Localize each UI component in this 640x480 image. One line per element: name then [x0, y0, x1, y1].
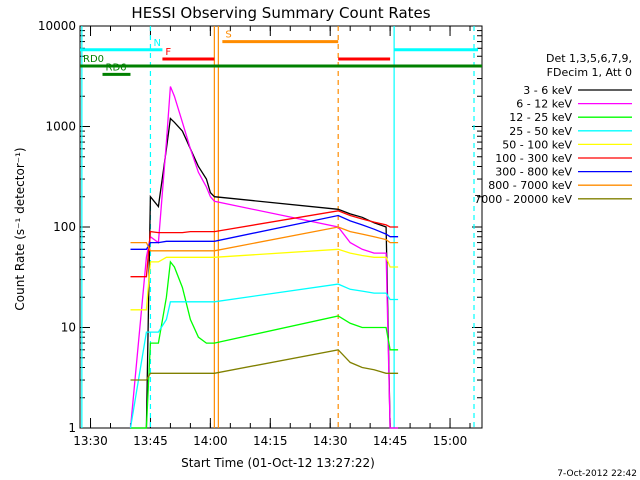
x-tick-label: 14:00: [193, 434, 228, 448]
series-line: [129, 86, 399, 429]
flag-bar-label: N: [153, 38, 160, 49]
legend-label: 12 - 25 keV: [509, 111, 572, 124]
legend-label: 300 - 800 keV: [495, 166, 572, 179]
legend-label: 25 - 50 keV: [509, 125, 572, 138]
x-axis-label: Start Time (01-Oct-12 13:27:22): [181, 456, 375, 470]
y-axis-label: Count Rate (s⁻¹ detector⁻¹): [13, 147, 27, 310]
x-tick-label: 13:30: [73, 434, 108, 448]
x-tick-label: 14:15: [253, 434, 288, 448]
legend-label: 50 - 100 keV: [502, 138, 572, 151]
series-line: [130, 260, 399, 429]
y-tick-label: 100: [53, 220, 76, 234]
legend: Det 1,3,5,6,7,9, FDecim 1, Att 0 3 - 6 k…: [474, 52, 632, 206]
series-line: [130, 349, 399, 381]
series-line: [130, 214, 399, 250]
legend-label: 3 - 6 keV: [523, 84, 572, 97]
series-line: [130, 117, 399, 429]
plot-area: 1 10 100 1000 10000 13:30 13:45 14:00 14:15 14:30…: [38, 19, 483, 448]
series-line: [130, 226, 399, 252]
footer-timestamp: 7-Oct-2012 22:42: [557, 469, 637, 479]
flag-bar-label: RD0: [83, 54, 104, 65]
legend-header-line-1: Det 1,3,5,6,7,9,: [546, 52, 632, 65]
y-tick-label: 10000: [38, 19, 76, 33]
y-tick-label: 1: [68, 421, 76, 435]
series-line: [130, 210, 399, 278]
legend-label: 7000 - 20000 keV: [474, 193, 572, 206]
series-line: [129, 283, 399, 429]
y-tick-label: 10: [61, 321, 76, 335]
y-tick-label: 1000: [45, 120, 76, 134]
x-tick-label: 14:30: [313, 434, 348, 448]
flag-bar-label: S: [225, 30, 231, 41]
legend-label: 100 - 300 keV: [495, 152, 572, 165]
legend-label: 800 - 7000 keV: [488, 179, 572, 192]
x-tick-label: 15:00: [433, 434, 468, 448]
chart-title: HESSI Observing Summary Count Rates: [131, 4, 430, 22]
legend-header-line-2: FDecim 1, Att 0: [547, 66, 632, 79]
x-tick-label: 14:45: [373, 434, 408, 448]
flag-bar-label: RD6: [106, 62, 127, 73]
series-line: [130, 248, 399, 311]
x-tick-label: 13:45: [133, 434, 168, 448]
flag-bar-label: F: [165, 47, 171, 58]
legend-label: 6 - 12 keV: [516, 98, 572, 111]
